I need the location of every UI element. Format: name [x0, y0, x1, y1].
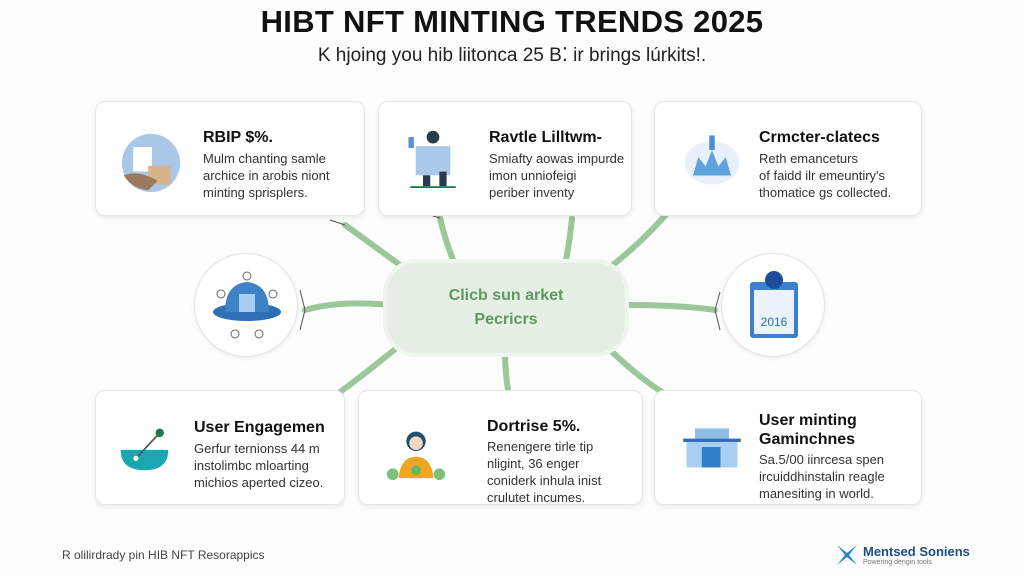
card-title: RBIP $%.	[203, 129, 273, 146]
bowl-lever-icon	[120, 428, 169, 471]
card-title: User Engagemen	[194, 419, 325, 436]
hub-line-1: Clicb sun arket	[448, 287, 564, 304]
brand-tagline: Powering dengin tools	[863, 559, 932, 566]
cloud-network-circle	[194, 253, 298, 357]
card-title: Crmcter-clatecs	[759, 129, 880, 146]
brand-name: Mentsed Soniens	[863, 544, 970, 559]
person-plants-icon	[386, 431, 446, 481]
card-body: Gerfur ternionss 44 m instolimbc mloarti…	[194, 441, 324, 490]
footer-text: R olilirdrady pin HIB NFT Resorappics	[62, 548, 265, 562]
card-rbip: RBIP $%. Mulm chanting samle archice in …	[95, 101, 365, 216]
calendar-circle: 2016	[721, 253, 825, 357]
calendar-year: 2016	[761, 315, 788, 329]
card-dortrise: Dortrise 5%. Renengere tirle tip nligint…	[358, 390, 643, 505]
cloud-network-icon	[213, 271, 281, 339]
card-user-minting: User minting Gaminchnes Sa.5/00 iinrcesa…	[654, 390, 922, 505]
card-body: Sa.5/00 iinrcesa spen ircuiddhinstalin r…	[759, 452, 885, 501]
person-podium-icon	[408, 130, 456, 188]
brand-logo: Mentsed Soniens Powering dengin tools	[835, 543, 970, 567]
bank-building-icon	[683, 428, 741, 468]
document-person-icon	[121, 133, 181, 193]
city-dome-icon	[684, 135, 740, 185]
calendar-icon: 2016	[750, 271, 798, 338]
central-hub: Clicb sun arket Pecricrs	[387, 263, 625, 353]
card-body: Reth emanceturs of faidd ilr emeuntiry's…	[759, 151, 892, 200]
card-body: Smiafty aowas impurde imon unniofeigi pe…	[489, 151, 625, 200]
hub-line-2: Pecricrs	[474, 311, 538, 328]
card-crmcter: Crmcter-clatecs Reth emanceturs of faidd…	[654, 101, 922, 216]
card-title: User minting Gaminchnes	[759, 412, 857, 448]
card-user-engagement: User Engagemen Gerfur ternionss 44 m ins…	[95, 390, 345, 505]
card-title: Ravtle Lilltwm-	[489, 129, 602, 146]
brand-logo-icon	[837, 545, 857, 565]
page-subtitle: K hjoing you hib liitonca 25 B⁚ ir bring…	[317, 45, 707, 66]
card-body: Renengere tirle tip nligint, 36 enger co…	[487, 439, 602, 505]
card-body: Mulm chanting samle archice in arobis ni…	[203, 151, 330, 200]
card-ravtle: Ravtle Lilltwm- Smiafty aowas impurde im…	[378, 101, 632, 216]
page-title: HIBT NFT MINTING TRENDS 2025	[260, 4, 764, 39]
card-title: Dortrise 5%.	[487, 418, 581, 435]
